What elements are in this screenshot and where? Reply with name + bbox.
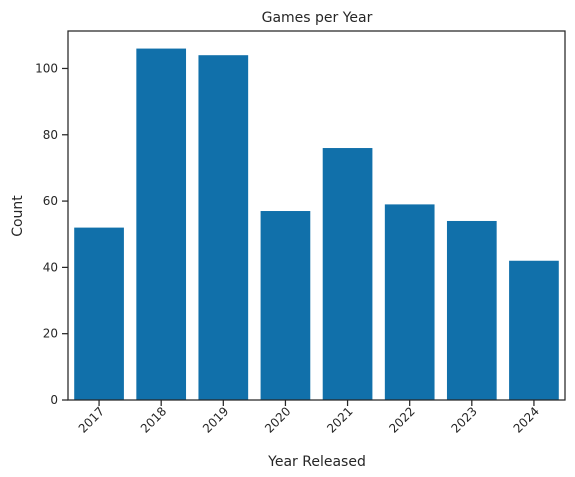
bar-2018 [136,48,187,400]
y-axis-ticks: 0 20 40 60 80 100 [35,61,68,407]
x-tick-label: 2024 [511,404,542,435]
bar-2022 [384,204,435,400]
bar-2023 [446,220,497,400]
x-tick-label: 2018 [138,404,169,435]
x-axis-label: Year Released [267,454,366,470]
y-tick-label: 40 [43,260,58,274]
y-tick-label: 20 [43,327,58,341]
y-tick-label: 0 [50,393,58,407]
x-tick-label: 2023 [448,404,479,435]
x-axis-ticks: 2017 2018 2019 2020 2021 2022 2023 2024 [76,400,542,436]
y-tick-label: 100 [35,61,58,75]
chart-title: Games per Year [262,10,373,26]
x-tick-label: 2022 [386,404,417,435]
x-tick-label: 2019 [200,404,231,435]
bar-2017 [74,227,124,400]
x-tick-label: 2020 [262,404,293,435]
bars-group [74,48,559,400]
x-tick-label: 2017 [76,404,107,435]
bar-2019 [198,55,249,400]
x-tick-label: 2021 [324,404,355,435]
y-axis-label: Count [10,195,26,237]
bar-2021 [322,148,373,400]
y-tick-label: 60 [43,194,58,208]
bar-2024 [509,260,559,400]
plot-frame [67,30,566,401]
y-tick-label: 80 [43,128,58,142]
bar-2020 [260,211,311,400]
